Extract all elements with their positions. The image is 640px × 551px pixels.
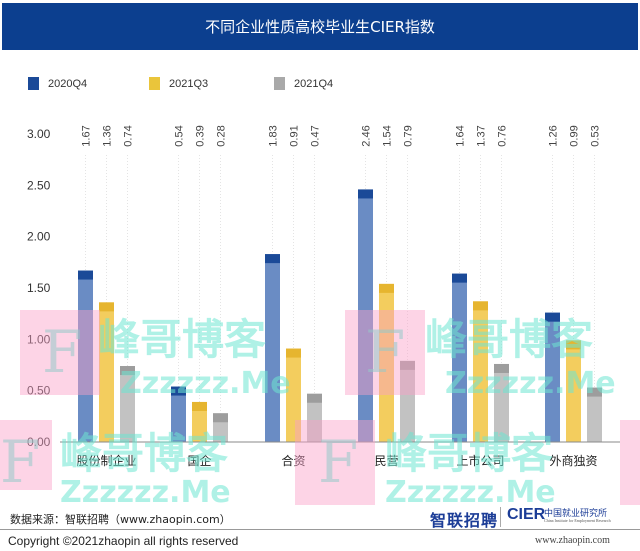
legend-item-2021q4: 2021Q4 xyxy=(274,77,333,90)
bar xyxy=(400,360,415,442)
copyright: Copyright ©2021zhaopin all rights reserv… xyxy=(8,534,239,548)
bar xyxy=(192,401,207,442)
cier-logo-chinese: 中国就业研究所 xyxy=(544,509,608,519)
x-tick-label: 民营 xyxy=(374,454,398,468)
bar xyxy=(120,366,135,442)
bar-cap xyxy=(400,360,415,370)
bar-cap xyxy=(587,387,602,397)
bar xyxy=(452,273,467,442)
chart-title: 不同企业性质高校毕业生CIER指数 xyxy=(205,18,435,36)
legend-label: 2021Q4 xyxy=(294,77,334,90)
bar-cap xyxy=(473,301,488,311)
legend-label: 2020Q4 xyxy=(48,77,88,90)
chart-title-bar: 不同企业性质高校毕业生CIER指数 xyxy=(2,3,638,50)
value-label: 0.74 xyxy=(123,125,135,146)
y-tick-label: 2.50 xyxy=(27,178,51,192)
bars xyxy=(78,189,602,442)
legend: 2020Q4 2021Q3 2021Q4 xyxy=(0,77,640,95)
y-tick-label: 0.00 xyxy=(27,435,51,449)
cier-logo-english: China Institute for Employment Research xyxy=(544,518,611,523)
website-url: www.zhaopin.com xyxy=(535,535,610,546)
x-tick-label: 上市公司 xyxy=(456,453,504,468)
value-label: 2.46 xyxy=(361,125,373,146)
bar xyxy=(171,386,186,442)
value-label: 0.79 xyxy=(403,125,415,146)
x-tick-label: 合资 xyxy=(281,453,305,468)
value-label: 1.54 xyxy=(382,125,394,146)
value-label: 1.64 xyxy=(455,125,467,146)
y-tick-label: 1.00 xyxy=(27,332,51,346)
x-tick-label: 国企 xyxy=(187,453,211,468)
legend-item-2020q4: 2020Q4 xyxy=(28,77,87,90)
bar-cap xyxy=(99,302,114,312)
x-axis: 股份制企业 国企 合资 民营 上市公司 外商独资 xyxy=(76,453,597,468)
bar-cap xyxy=(307,393,322,403)
y-tick-label: 0.50 xyxy=(27,384,51,398)
bar-cap xyxy=(171,386,186,396)
bar xyxy=(587,387,602,442)
bar xyxy=(286,348,301,442)
value-label: 1.83 xyxy=(268,125,280,146)
value-label: 0.53 xyxy=(590,125,602,146)
bar xyxy=(566,340,581,442)
label-guides xyxy=(85,155,595,414)
bar xyxy=(358,189,373,442)
bar xyxy=(494,363,509,442)
bar-cap xyxy=(545,312,560,322)
footer-divider xyxy=(0,529,640,530)
bar xyxy=(99,302,114,442)
bar-cap xyxy=(358,189,373,199)
bar-cap xyxy=(192,401,207,411)
x-tick-label: 股份制企业 xyxy=(76,453,136,468)
legend-swatch-2021q4 xyxy=(274,77,285,90)
x-tick-label: 外商独资 xyxy=(549,453,597,468)
bar xyxy=(379,283,394,442)
value-label: 0.76 xyxy=(497,125,509,146)
legend-swatch-2020q4 xyxy=(28,77,39,90)
value-label: 1.36 xyxy=(102,125,114,146)
bar xyxy=(545,312,560,442)
logo-divider xyxy=(500,507,501,527)
value-label: 0.99 xyxy=(569,125,581,146)
value-label: 1.37 xyxy=(476,125,488,146)
bar-cap xyxy=(494,363,509,373)
bar-cap xyxy=(566,340,581,350)
bar xyxy=(307,393,322,442)
value-labels: 1.67 1.36 0.74 0.54 0.39 0.28 1.83 0.91 0.47 2.46… xyxy=(81,125,602,146)
y-tick-label: 2.00 xyxy=(27,230,51,244)
bar xyxy=(473,301,488,442)
legend-swatch-2021q3 xyxy=(149,77,160,90)
value-label: 1.26 xyxy=(548,125,560,146)
data-source: 数据来源：智联招聘（www.zhaopin.com） xyxy=(10,513,231,526)
y-tick-label: 3.00 xyxy=(27,127,51,141)
zhaopin-logo: 智联招聘 xyxy=(430,511,499,530)
value-label: 0.91 xyxy=(289,125,301,146)
value-label: 0.39 xyxy=(195,125,207,146)
bar-cap xyxy=(265,254,280,264)
value-label: 0.54 xyxy=(174,125,186,146)
cier-logo: CIER xyxy=(507,506,546,523)
value-label: 0.47 xyxy=(310,125,322,146)
bar-cap xyxy=(78,270,93,280)
bar-cap xyxy=(286,348,301,358)
bar-cap xyxy=(452,273,467,283)
bar-cap xyxy=(379,283,394,293)
value-label: 0.28 xyxy=(216,125,228,146)
value-label: 1.67 xyxy=(81,125,93,146)
y-tick-label: 1.50 xyxy=(27,281,51,295)
bar xyxy=(265,254,280,442)
legend-item-2021q3: 2021Q3 xyxy=(149,77,208,90)
bar xyxy=(78,270,93,442)
bar-cap xyxy=(213,413,228,423)
y-axis: 0.00 0.50 1.00 1.50 2.00 2.50 3.00 xyxy=(27,127,51,449)
bar-cap xyxy=(120,366,135,376)
legend-label: 2021Q3 xyxy=(169,77,209,90)
